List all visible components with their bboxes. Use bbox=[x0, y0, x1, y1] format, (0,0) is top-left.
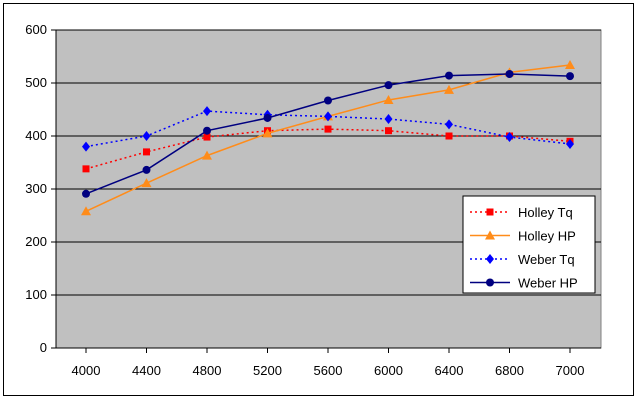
series-line bbox=[85, 110, 571, 148]
data-point bbox=[324, 96, 332, 105]
legend-item[interactable]: Holley Tq bbox=[470, 205, 573, 220]
x-tick-label: 7000 bbox=[556, 363, 585, 378]
legend-marker bbox=[486, 208, 494, 216]
data-point bbox=[505, 132, 514, 143]
data-point bbox=[565, 59, 575, 69]
data-point bbox=[445, 132, 453, 140]
data-point bbox=[384, 114, 393, 125]
x-tick-label: 4400 bbox=[132, 363, 161, 378]
x-tick-label: 6000 bbox=[374, 363, 403, 378]
data-point bbox=[82, 165, 90, 173]
y-tick-label: 300 bbox=[25, 181, 47, 196]
data-point bbox=[444, 84, 454, 94]
data-point bbox=[143, 148, 150, 156]
legend-marker bbox=[485, 230, 495, 240]
y-tick-label: 100 bbox=[25, 287, 47, 302]
data-point bbox=[82, 189, 90, 198]
series-weber-tq bbox=[82, 106, 574, 152]
legend-label: Weber HP bbox=[518, 276, 578, 291]
x-axis-tick-labels: 4000 4400 4800 5200 5600 6000 6400 6800 7000 bbox=[72, 363, 585, 378]
y-tick-label: 500 bbox=[25, 75, 47, 90]
legend[interactable]: Holley Tq Holley HP Weber Tq Weber HP bbox=[462, 195, 596, 294]
data-point bbox=[262, 128, 273, 138]
data-point bbox=[384, 81, 393, 90]
x-tick-label: 5200 bbox=[253, 363, 282, 378]
x-tick-label: 4000 bbox=[72, 363, 101, 378]
legend-item[interactable]: Holley HP bbox=[470, 229, 576, 244]
x-tick-label: 4800 bbox=[193, 363, 222, 378]
data-point bbox=[445, 71, 453, 80]
data-point bbox=[141, 178, 152, 188]
data-point bbox=[566, 72, 574, 81]
data-point bbox=[324, 125, 332, 133]
axes bbox=[51, 29, 601, 353]
y-tick-label: 200 bbox=[25, 234, 47, 249]
legend-items: Holley Tq Holley HP Weber Tq Weber HP bbox=[470, 205, 578, 291]
data-point bbox=[263, 113, 272, 122]
series-layer bbox=[81, 59, 575, 216]
data-point bbox=[324, 111, 332, 122]
data-point bbox=[202, 150, 212, 160]
legend-marker bbox=[486, 254, 494, 264]
legend-item[interactable]: Weber Tq bbox=[470, 252, 575, 267]
data-point bbox=[142, 165, 151, 174]
data-point bbox=[385, 127, 392, 135]
y-tick-label: 400 bbox=[25, 128, 47, 143]
y-axis-tick-labels: 0 100 200 300 400 500 600 bbox=[25, 22, 47, 355]
legend-label: Weber Tq bbox=[518, 252, 575, 267]
data-point bbox=[82, 141, 90, 152]
series-weber-hp bbox=[82, 69, 574, 198]
data-point bbox=[445, 119, 453, 130]
data-point bbox=[505, 69, 514, 78]
data-point bbox=[203, 126, 211, 135]
data-point bbox=[81, 206, 91, 216]
legend-item[interactable]: Weber HP bbox=[470, 276, 578, 291]
data-point bbox=[203, 106, 211, 117]
y-tick-label: 0 bbox=[40, 340, 47, 355]
x-tick-label: 6800 bbox=[495, 363, 524, 378]
legend-label: Holley HP bbox=[518, 229, 576, 244]
legend-marker bbox=[486, 278, 494, 287]
x-tick-label: 5600 bbox=[314, 363, 343, 378]
x-tick-label: 6400 bbox=[435, 363, 464, 378]
data-point bbox=[566, 138, 574, 149]
data-point bbox=[383, 94, 394, 104]
y-tick-label: 600 bbox=[25, 22, 47, 37]
legend-label: Holley Tq bbox=[518, 205, 573, 220]
data-point bbox=[142, 131, 151, 141]
data-point bbox=[203, 133, 211, 141]
